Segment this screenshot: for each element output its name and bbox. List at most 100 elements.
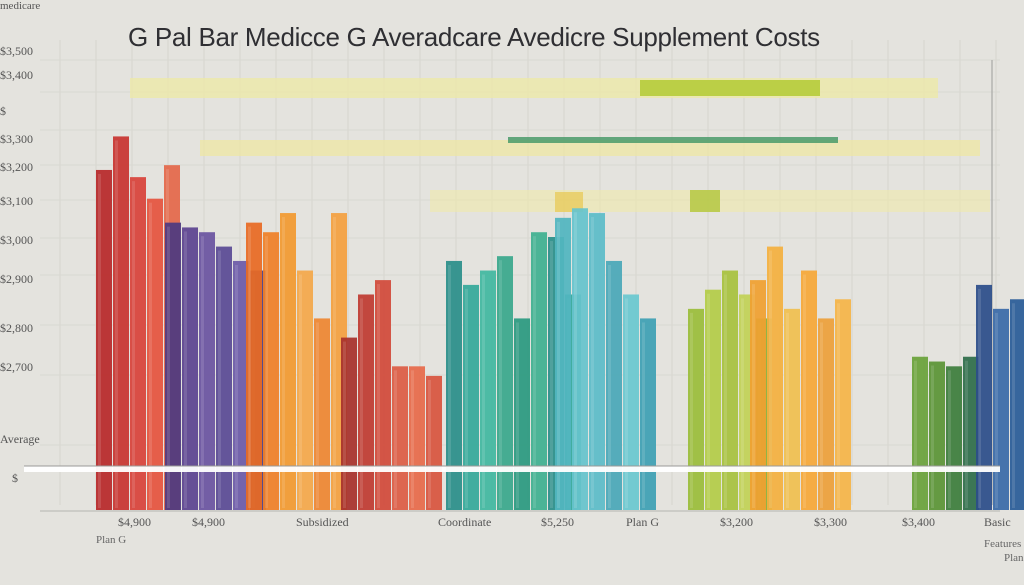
bar-highlight bbox=[218, 250, 221, 508]
bar bbox=[750, 280, 766, 510]
x-sub-label: Plan G bbox=[96, 534, 127, 546]
x-sub-label: Plan bbox=[1004, 552, 1024, 564]
y-tick-label: $2,700 bbox=[0, 360, 33, 374]
bar bbox=[463, 284, 479, 510]
bar-highlight bbox=[428, 379, 431, 508]
bar-highlight bbox=[533, 236, 536, 509]
bar bbox=[688, 308, 704, 510]
x-axis-label: $3,300 bbox=[814, 515, 847, 529]
bar bbox=[767, 246, 783, 510]
y-tick-label: $ bbox=[12, 471, 18, 485]
bar bbox=[784, 308, 800, 510]
y-tick-label: Average bbox=[0, 432, 40, 446]
bar-highlight bbox=[803, 274, 806, 508]
highlight-band bbox=[640, 80, 820, 96]
highlight-band bbox=[690, 190, 720, 212]
bar-highlight bbox=[184, 231, 187, 508]
bar-highlight bbox=[201, 236, 204, 509]
x-axis-label: $3,400 bbox=[902, 515, 935, 529]
y-tick-label: $3,500 bbox=[0, 44, 33, 58]
bar bbox=[233, 260, 249, 510]
bar bbox=[835, 299, 851, 510]
bar-highlight bbox=[132, 181, 135, 508]
average-line bbox=[24, 466, 1000, 472]
corner-label: medicare bbox=[0, 0, 41, 12]
bar-highlight bbox=[149, 202, 152, 508]
bar bbox=[446, 260, 462, 510]
bar bbox=[409, 366, 425, 510]
bar bbox=[216, 246, 232, 510]
bar-highlight bbox=[931, 365, 934, 508]
bar-highlight bbox=[235, 264, 238, 508]
bar-highlight bbox=[625, 298, 628, 508]
chart-title: G Pal Bar Medicce G Averadcare Avedicre … bbox=[128, 22, 820, 52]
highlight-band bbox=[555, 192, 583, 212]
bar-highlight bbox=[707, 293, 710, 508]
bar bbox=[113, 136, 129, 510]
bar-highlight bbox=[265, 236, 268, 509]
bar-highlight bbox=[550, 241, 553, 508]
highlight-band bbox=[200, 140, 980, 156]
bar-highlight bbox=[837, 303, 840, 508]
bar bbox=[993, 308, 1009, 510]
y-tick-label: $3,100 bbox=[0, 194, 33, 208]
bar-highlight bbox=[741, 298, 744, 508]
bar-highlight bbox=[724, 274, 727, 508]
bar-highlight bbox=[769, 250, 772, 508]
highlight-band bbox=[508, 137, 838, 143]
bar bbox=[182, 227, 198, 510]
bar bbox=[375, 280, 391, 510]
bar bbox=[147, 198, 163, 510]
bar-highlight bbox=[167, 226, 170, 508]
bar-highlight bbox=[965, 360, 968, 508]
bar bbox=[555, 217, 571, 510]
bar-highlight bbox=[978, 288, 981, 508]
bar-highlight bbox=[377, 284, 380, 508]
y-tick-label: $2,800 bbox=[0, 321, 33, 335]
bar-highlight bbox=[411, 370, 414, 508]
bar-highlight bbox=[752, 284, 755, 508]
bar bbox=[818, 318, 834, 510]
bar-highlight bbox=[574, 212, 577, 508]
bar-highlight bbox=[448, 264, 451, 508]
x-axis-label: $5,250 bbox=[541, 515, 574, 529]
bar bbox=[314, 318, 330, 510]
bar bbox=[531, 232, 547, 511]
bar bbox=[929, 361, 945, 510]
bar bbox=[572, 208, 588, 510]
bar bbox=[297, 270, 313, 510]
x-sub-label: Features bbox=[984, 538, 1022, 550]
bar bbox=[946, 366, 962, 510]
bar bbox=[280, 213, 296, 511]
bar bbox=[199, 232, 215, 511]
bar-highlight bbox=[914, 360, 917, 508]
bar-highlight bbox=[115, 140, 118, 508]
bar-highlight bbox=[299, 274, 302, 508]
bar-highlight bbox=[820, 322, 823, 508]
bar-highlight bbox=[557, 221, 560, 508]
bar-highlight bbox=[316, 322, 319, 508]
bar-highlight bbox=[465, 288, 468, 508]
x-axis-label: $4,900 bbox=[118, 515, 151, 529]
y-tick-label: $ bbox=[0, 104, 6, 118]
bar bbox=[246, 222, 262, 510]
x-axis-label: Plan G bbox=[626, 515, 659, 529]
y-tick-label: $2,900 bbox=[0, 272, 33, 286]
bar-highlight bbox=[98, 173, 101, 508]
bar-highlight bbox=[642, 322, 645, 508]
bar bbox=[165, 222, 181, 510]
y-tick-label: $3,000 bbox=[0, 233, 33, 247]
bar-highlight bbox=[360, 298, 363, 508]
bar bbox=[96, 169, 112, 510]
bar bbox=[426, 375, 442, 510]
bar-highlight bbox=[786, 312, 789, 508]
bar-highlight bbox=[608, 264, 611, 508]
bar-highlight bbox=[282, 217, 285, 509]
y-tick-label: $3,200 bbox=[0, 160, 33, 174]
x-axis-label: Coordinate bbox=[438, 515, 492, 529]
bar bbox=[480, 270, 496, 510]
bar bbox=[623, 294, 639, 510]
axis-ticks bbox=[24, 465, 1000, 512]
bar bbox=[1010, 299, 1024, 510]
